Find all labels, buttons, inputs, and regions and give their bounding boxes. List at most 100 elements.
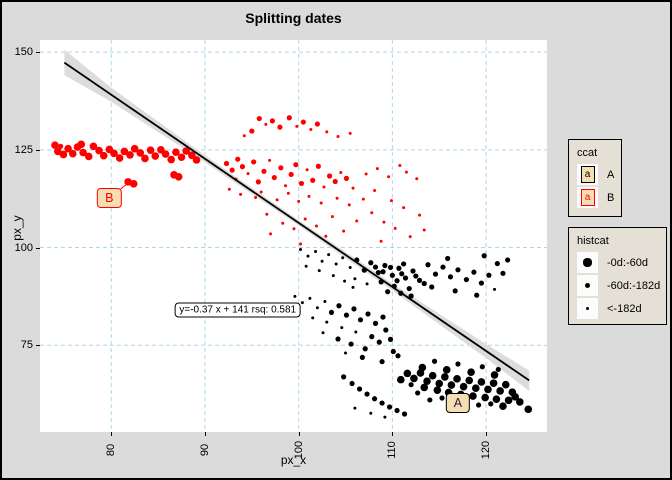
data-point-A (397, 375, 405, 384)
data-point-A (328, 309, 335, 316)
data-point-A (435, 379, 444, 388)
data-point-B (284, 184, 288, 188)
data-point-A (401, 411, 408, 417)
data-point-B (389, 199, 393, 203)
data-point-A (420, 383, 429, 392)
data-point-A (413, 273, 419, 279)
data-point-B (347, 203, 351, 207)
data-point-B (402, 206, 406, 210)
data-point-A (410, 268, 416, 274)
data-point-A (439, 395, 445, 401)
data-point-B (286, 191, 290, 195)
legend-label: B (607, 191, 615, 204)
data-point-A (389, 272, 395, 278)
cluster-tag-A: A (445, 393, 471, 414)
data-point-A (380, 314, 386, 320)
regression-equation-label: y=-0.37 x + 141 rsq: 0.581 (174, 302, 302, 318)
data-point-B (343, 175, 350, 181)
data-point-B (251, 159, 257, 165)
data-point-A (493, 287, 497, 291)
data-point-A (433, 386, 442, 394)
data-point-A (481, 393, 489, 402)
legend-key-letter: a (580, 189, 595, 206)
data-point-A (383, 327, 389, 333)
data-point-B (335, 196, 339, 200)
data-point-B (315, 163, 321, 169)
data-point-B (373, 188, 377, 192)
data-point-B (310, 177, 316, 183)
data-point-A (501, 380, 510, 389)
label-pointer-line (120, 182, 130, 190)
data-point-A (334, 262, 338, 266)
data-point-A (304, 264, 308, 268)
data-point-B (379, 239, 383, 243)
data-point-A (500, 270, 506, 276)
legend-key-dot-icon (577, 275, 598, 296)
data-point-A (504, 396, 513, 405)
data-point-A (353, 277, 357, 281)
data-point-B (305, 168, 309, 172)
data-point-A (399, 271, 405, 277)
data-point-A (390, 348, 396, 355)
data-point-A (463, 276, 470, 283)
data-point-A (467, 368, 475, 377)
legend-row: -60d:-182d (577, 275, 660, 296)
y-axis-tick (36, 52, 40, 54)
data-point-A (331, 274, 335, 278)
data-point-B (59, 150, 68, 159)
data-point-B (177, 153, 186, 162)
y-axis-title: px_y (10, 215, 24, 241)
data-point-B (326, 173, 333, 179)
legend-key-letter: a (580, 166, 595, 183)
data-point-A (394, 407, 400, 414)
data-point-A (323, 299, 327, 303)
data-point-B (297, 199, 301, 203)
x-axis-tick (486, 432, 488, 436)
data-point-A (351, 306, 357, 312)
y-axis-tick (36, 345, 40, 347)
data-point-A (311, 316, 315, 320)
data-point-A (495, 366, 501, 373)
data-point-B (269, 118, 276, 124)
legend-histcat: histcat -0d:-60d -60d:-182d <-182d (568, 227, 667, 325)
data-point-A (299, 247, 303, 251)
data-point-A (356, 386, 363, 392)
data-point-A (421, 280, 427, 287)
data-point-A (362, 346, 368, 352)
data-point-A (306, 254, 310, 258)
data-point-B (387, 175, 391, 179)
data-point-A (380, 269, 386, 275)
data-point-A (418, 363, 427, 372)
legend-row: -0d:-60d (577, 252, 658, 273)
data-point-B (418, 213, 422, 217)
data-point-B (255, 179, 261, 185)
legend-label: -0d:-60d (607, 256, 648, 269)
data-point-B (398, 163, 402, 167)
data-point-B (393, 226, 397, 230)
y-axis-tick-label: 125 (14, 143, 33, 156)
data-point-B (235, 156, 241, 162)
data-point-B (339, 170, 343, 174)
data-point-B (330, 215, 334, 219)
data-point-B (54, 147, 62, 156)
data-point-A (336, 303, 342, 309)
data-point-A (474, 292, 480, 298)
x-axis-tick (111, 432, 113, 436)
data-point-A (429, 284, 435, 290)
data-point-A (445, 255, 451, 262)
data-point-B (227, 187, 231, 191)
data-point-A (375, 269, 381, 276)
data-point-A (469, 392, 477, 400)
data-point-A (348, 265, 352, 269)
data-point-A (524, 405, 533, 414)
data-point-A (300, 301, 304, 305)
data-point-B (192, 156, 201, 164)
data-point-A (320, 259, 324, 263)
data-point-B (256, 115, 262, 122)
data-point-A (490, 371, 499, 379)
data-point-B (115, 154, 124, 162)
data-point-B (278, 165, 284, 171)
confidence-band (64, 49, 530, 391)
data-point-A (496, 387, 504, 395)
